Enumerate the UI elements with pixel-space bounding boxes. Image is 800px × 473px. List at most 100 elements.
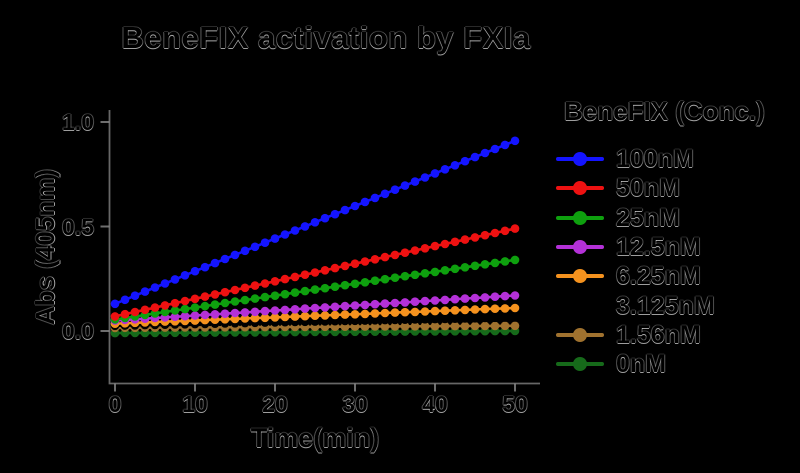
data-point [240, 246, 250, 256]
data-point [210, 258, 220, 268]
data-point [300, 270, 310, 280]
data-point [270, 277, 280, 286]
data-point [510, 291, 520, 300]
data-point [210, 290, 220, 299]
data-point [200, 301, 210, 311]
data-point [190, 303, 200, 312]
legend-item: 0nM [556, 350, 666, 378]
data-point [410, 177, 420, 186]
data-point [460, 156, 470, 166]
legend-marker-line [556, 357, 604, 371]
axis-lines [108, 110, 540, 385]
data-point [370, 316, 380, 325]
data-point [170, 312, 180, 322]
data-point [460, 263, 470, 272]
data-point [480, 304, 490, 314]
data-point [300, 286, 310, 296]
data-point [320, 311, 330, 320]
data-point [170, 275, 180, 284]
data-point [230, 285, 240, 295]
data-point [320, 213, 330, 223]
data-point [340, 261, 350, 271]
data-point [310, 317, 320, 326]
data-point [250, 313, 260, 323]
data-point [200, 262, 210, 272]
data-point [320, 303, 330, 312]
data-point [430, 169, 440, 178]
data-point [500, 313, 510, 322]
data-point [450, 264, 460, 274]
data-point [490, 292, 500, 302]
data-point [410, 307, 420, 317]
data-point [380, 274, 390, 284]
data-point [280, 312, 290, 322]
data-point [450, 161, 460, 170]
data-point [480, 148, 490, 158]
data-point [230, 308, 240, 318]
data-point [380, 308, 390, 318]
data-point [340, 316, 350, 326]
data-point [500, 226, 510, 236]
y-tick-label: 1.0 [62, 109, 94, 135]
data-point [490, 258, 500, 268]
data-point [140, 305, 150, 315]
data-point [390, 308, 400, 317]
legend-marker-line [556, 269, 604, 283]
data-point [370, 254, 380, 264]
data-point [500, 321, 510, 331]
data-point [120, 309, 130, 319]
data-point [420, 269, 430, 278]
data-point [260, 238, 270, 247]
data-point [510, 224, 520, 233]
legend-title: BeneFIX (Conc.) [564, 96, 765, 126]
data-point [190, 311, 200, 320]
data-point [510, 303, 520, 313]
data-point [310, 311, 320, 321]
data-point [280, 305, 290, 315]
data-point [290, 305, 300, 314]
data-point [190, 294, 200, 304]
data-point [320, 283, 330, 293]
series-50nM [110, 224, 520, 321]
data-point [400, 271, 410, 281]
data-point [340, 310, 350, 319]
legend-item: 100nM [556, 145, 694, 173]
data-point [500, 304, 510, 313]
data-point [180, 304, 190, 314]
data-point [360, 300, 370, 310]
data-point [450, 237, 460, 247]
data-point [360, 257, 370, 266]
data-point [370, 299, 380, 309]
data-point [150, 283, 160, 292]
data-point [440, 239, 450, 249]
data-point [430, 241, 440, 251]
data-point [480, 230, 490, 240]
data-point [310, 285, 320, 294]
data-point [250, 281, 260, 290]
legend-marker-dot [573, 181, 587, 195]
legend-marker-line [556, 240, 604, 254]
data-point [400, 315, 410, 325]
data-point [390, 298, 400, 308]
x-tick-label: 50 [502, 391, 528, 417]
data-point [330, 316, 340, 326]
data-point [230, 250, 240, 260]
data-point [300, 304, 310, 313]
data-point [420, 321, 430, 331]
data-point [490, 313, 500, 323]
legend-item-label: 1.56nM [616, 321, 701, 349]
data-point [490, 304, 500, 314]
data-point [180, 296, 190, 306]
data-point [470, 314, 480, 323]
legend-item-label: 100nM [616, 145, 694, 173]
data-point [490, 321, 500, 331]
data-point [470, 261, 480, 271]
data-point [410, 270, 420, 280]
data-point [320, 266, 330, 275]
data-point [430, 296, 440, 305]
data-point [220, 309, 230, 319]
data-point [410, 315, 420, 324]
legend-marker-dot [573, 357, 587, 371]
data-point [450, 321, 460, 331]
